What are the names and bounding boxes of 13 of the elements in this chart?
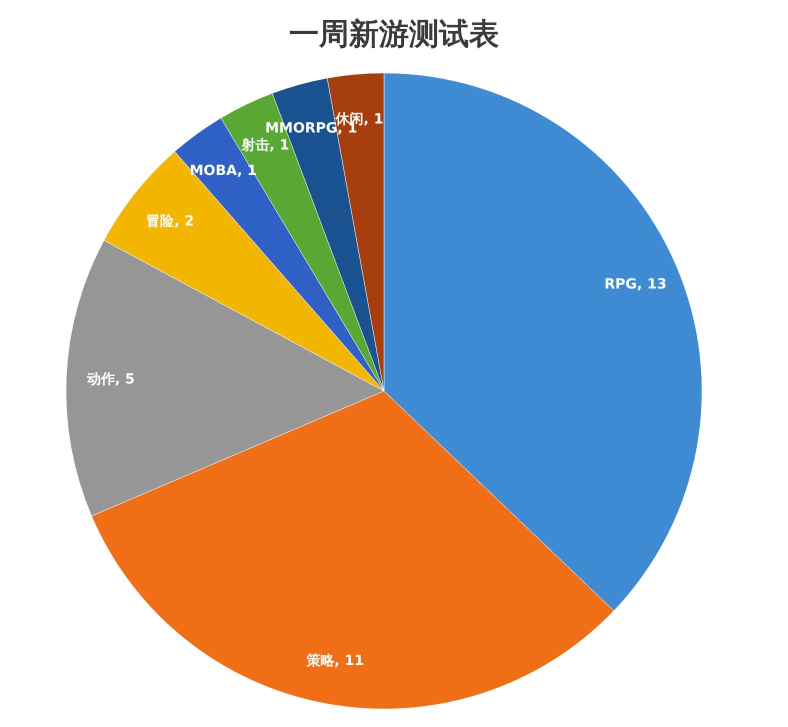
slice-label: 动作	[86, 372, 115, 388]
slice-label: 射击	[240, 138, 270, 154]
chart-title: 一周新游测试表	[289, 17, 499, 52]
data-label: , 11	[334, 653, 364, 670]
slice-label: MOBA	[190, 162, 238, 179]
data-label: , 1	[269, 138, 290, 154]
data-label: , 1	[364, 112, 384, 128]
slice-label: RPG	[604, 276, 637, 293]
slice-label: 冒险	[146, 213, 176, 230]
data-label: , 5	[114, 372, 135, 388]
data-label: , 13	[636, 276, 667, 293]
slice-label: 策略	[305, 653, 336, 670]
data-label: , 2	[174, 213, 194, 230]
